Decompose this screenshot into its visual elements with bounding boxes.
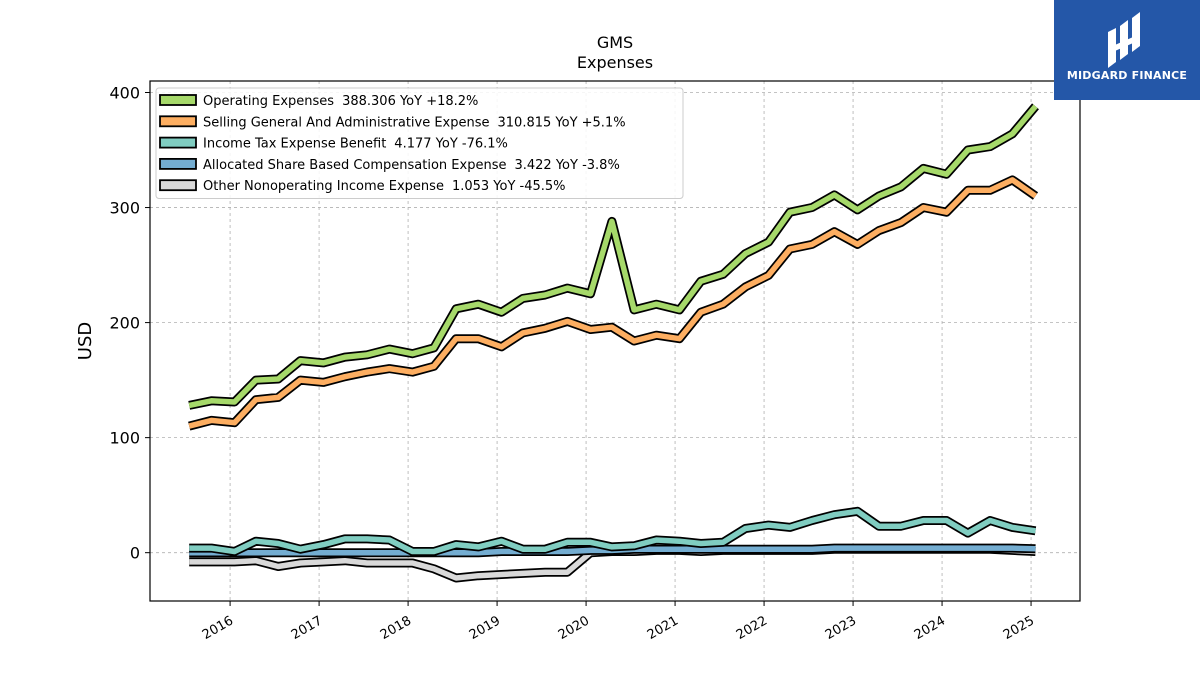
legend-series-name: Allocated Share Based Compensation Expen… bbox=[203, 158, 506, 173]
chart-subtitle: Expenses bbox=[577, 53, 653, 72]
x-tick-label: 2021 bbox=[645, 613, 681, 643]
legend-swatch bbox=[159, 179, 197, 192]
legend-series-name: Other Nonoperating Income Expense bbox=[203, 179, 444, 194]
legend-series-value: 3.422 YoY -3.8% bbox=[514, 158, 619, 173]
y-tick-label: 200 bbox=[109, 314, 140, 333]
legend-series-value: 310.815 YoY +5.1% bbox=[498, 115, 626, 130]
series-1 bbox=[188, 103, 1039, 410]
x-tick-label: 2020 bbox=[556, 613, 592, 643]
series-line bbox=[188, 177, 1038, 429]
y-tick-label: 100 bbox=[109, 429, 140, 448]
x-tick-label: 2018 bbox=[378, 613, 414, 643]
legend-item: Income Tax Expense Benefit 4.177 YoY -76.… bbox=[159, 136, 508, 152]
legend-swatch bbox=[159, 115, 197, 128]
x-tick-label: 2019 bbox=[467, 613, 503, 643]
legend-series-name: Income Tax Expense Benefit bbox=[203, 137, 386, 152]
legend-series-value: 4.177 YoY -76.1% bbox=[394, 137, 508, 152]
chart-title: GMS bbox=[597, 33, 633, 52]
midgard-finance-logo: MIDGARD FINANCE bbox=[1054, 0, 1200, 100]
legend-series-value: 1.053 YoY -45.5% bbox=[452, 179, 566, 194]
series-layer bbox=[188, 103, 1039, 583]
legend-series-value: 388.306 YoY +18.2% bbox=[342, 94, 478, 109]
plot-frame bbox=[149, 80, 1081, 602]
logo-text: MIDGARD FINANCE bbox=[1066, 69, 1188, 82]
x-tick-label: 2024 bbox=[912, 613, 948, 643]
legend-box bbox=[155, 87, 684, 199]
x-tick-label: 2023 bbox=[823, 613, 859, 643]
y-tick-label: 0 bbox=[130, 544, 140, 563]
y-tick-label: 300 bbox=[109, 199, 140, 218]
series-3 bbox=[189, 506, 1037, 556]
x-tick-label: 2025 bbox=[1001, 613, 1037, 643]
legend-label: Allocated Share Based Compensation Expen… bbox=[203, 158, 620, 173]
legend-item: Operating Expenses 388.306 YoY +18.2% bbox=[159, 94, 478, 109]
legend-item: Allocated Share Based Compensation Expen… bbox=[159, 157, 620, 173]
legend-label: Other Nonoperating Income Expense 1.053 Y… bbox=[203, 179, 566, 194]
legend-item: Selling General And Administrative Expen… bbox=[159, 115, 626, 130]
legend-series-name: Operating Expenses bbox=[203, 94, 334, 109]
legend-label: Operating Expenses 388.306 YoY +18.2% bbox=[203, 94, 478, 109]
series-line bbox=[189, 508, 1036, 555]
legend-swatch bbox=[159, 94, 197, 106]
legend-series-name: Selling General And Administrative Expen… bbox=[203, 115, 490, 130]
x-tick-label: 2016 bbox=[200, 613, 236, 643]
y-axis-label: USD bbox=[75, 322, 96, 360]
legend-label: Income Tax Expense Benefit 4.177 YoY -76.… bbox=[203, 137, 508, 152]
x-tick-label: 2017 bbox=[289, 613, 325, 643]
series-line bbox=[188, 104, 1038, 409]
y-tick-label: 400 bbox=[109, 84, 140, 103]
x-tick-label: 2022 bbox=[734, 613, 770, 643]
legend-swatch bbox=[159, 157, 197, 170]
legend-label: Selling General And Administrative Expen… bbox=[203, 115, 626, 130]
series-2 bbox=[188, 175, 1039, 431]
legend: Operating Expenses 388.306 YoY +18.2% Sell… bbox=[155, 87, 684, 199]
logo-mark-icon bbox=[1108, 12, 1140, 68]
legend-swatch bbox=[159, 136, 197, 149]
legend-item: Other Nonoperating Income Expense 1.053 Y… bbox=[159, 179, 566, 194]
